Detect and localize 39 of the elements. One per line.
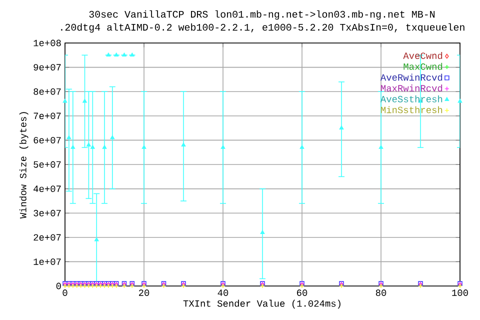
point: [102, 145, 107, 149]
point: [220, 145, 226, 149]
legend-label: AveCwnd: [403, 52, 442, 60]
point: [110, 135, 115, 140]
chart-subtitle: .20dtg4 altAIMD-0.2 web100-2.2.1, e1000-5.2.20 TxAbsIn=0, txqueuelen: [61, 23, 464, 33]
point: [66, 135, 72, 140]
y-tick-label: 4e+07: [34, 186, 61, 192]
point: [300, 145, 304, 149]
y-tick-label: 3e+07: [34, 210, 61, 216]
point: [90, 145, 95, 149]
point: [260, 230, 265, 234]
x-tick-label: 20: [138, 290, 150, 296]
y-tick-label: 0: [56, 282, 61, 290]
x-tick-label: 0: [62, 290, 68, 296]
y-tick-label: 1e+08: [34, 40, 61, 46]
y-tick-label: 9e+07: [34, 64, 61, 71]
point: [86, 142, 91, 146]
y-tick-label: 6e+07: [34, 136, 61, 144]
y-tick-label: 2e+07: [34, 234, 61, 241]
point: [82, 98, 87, 103]
point: [142, 145, 146, 149]
y-tick-label: 5e+07: [34, 161, 61, 168]
point: [94, 237, 99, 242]
y-tick-label: 7e+07: [34, 112, 61, 120]
x-tick-label: 80: [376, 290, 386, 296]
x-tick-label: 100: [452, 290, 468, 296]
y-tick-label: 1e+07: [34, 258, 61, 265]
y-tick-label: 8e+07: [34, 88, 61, 95]
x-tick-label: 40: [218, 290, 228, 296]
point: [339, 126, 344, 130]
y-axis-title: Window Size (bytes): [19, 112, 28, 218]
point: [181, 142, 186, 146]
point: [62, 98, 68, 103]
x-tick-label: 60: [297, 290, 308, 296]
point: [458, 98, 462, 103]
x-axis-title: TXInt Sender Value (1.024ms): [183, 300, 340, 309]
chart-title: 30sec VanillaTCP DRS lon01.mb-ng.net->lon03.mb-ng.net MB-N: [89, 10, 435, 20]
point: [70, 145, 76, 149]
point: [378, 145, 384, 149]
